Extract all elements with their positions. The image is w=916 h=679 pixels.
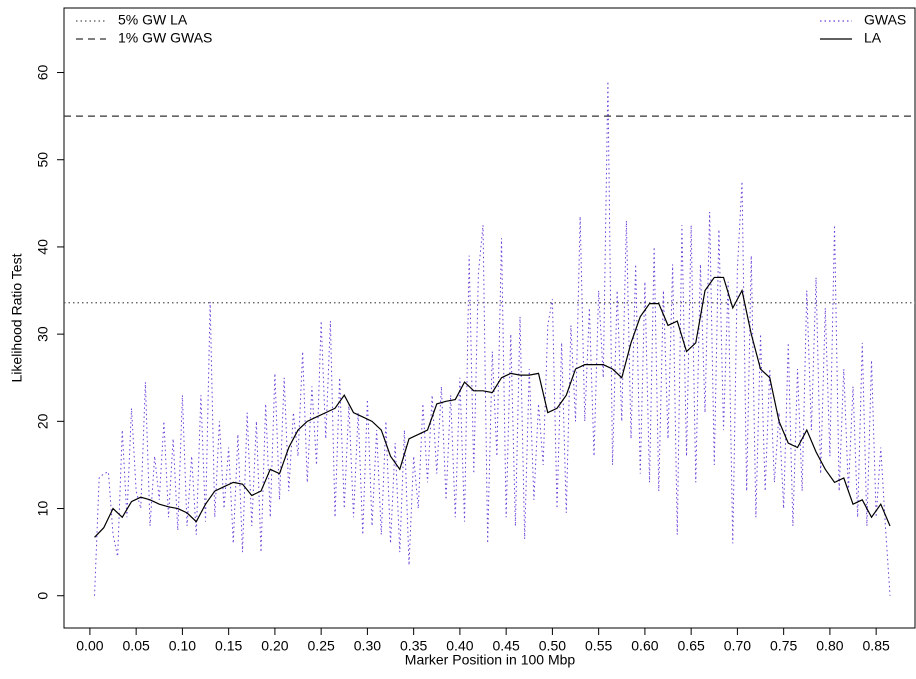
- x-tick-label: 0.00: [76, 638, 103, 654]
- x-tick-label: 0.25: [308, 638, 335, 654]
- legend-label: GWAS: [864, 12, 906, 28]
- y-tick-label: 50: [35, 152, 51, 168]
- series-line: [94, 81, 891, 596]
- y-tick-label: 40: [35, 239, 51, 255]
- legend-label: 5% GW LA: [118, 12, 188, 28]
- y-tick-label: 20: [35, 413, 51, 429]
- y-axis-label: Likelihood Ratio Test: [9, 253, 25, 382]
- series-line: [94, 276, 891, 538]
- x-tick-label: 0.85: [863, 638, 890, 654]
- legend-label: LA: [864, 30, 882, 46]
- x-tick-label: 0.50: [539, 638, 566, 654]
- x-tick-label: 0.80: [816, 638, 843, 654]
- x-tick-label: 0.55: [585, 638, 612, 654]
- x-tick-label: 0.70: [724, 638, 751, 654]
- x-tick-label: 0.20: [261, 638, 288, 654]
- x-tick-label: 0.05: [123, 638, 150, 654]
- y-tick-label: 10: [35, 501, 51, 517]
- y-tick-label: 30: [35, 326, 51, 342]
- x-tick-label: 0.15: [215, 638, 242, 654]
- x-tick-label: 0.60: [631, 638, 658, 654]
- x-axis-label: Marker Position in 100 Mbp: [405, 652, 576, 668]
- y-tick-label: 60: [35, 65, 51, 81]
- x-tick-label: 0.75: [770, 638, 797, 654]
- x-tick-label: 0.45: [493, 638, 520, 654]
- plot-frame: [63, 7, 916, 629]
- y-tick-label: 0: [35, 592, 51, 600]
- legend-label: 1% GW GWAS: [118, 30, 212, 46]
- x-tick-label: 0.10: [169, 638, 196, 654]
- x-tick-label: 0.40: [446, 638, 473, 654]
- x-tick-label: 0.65: [678, 638, 705, 654]
- x-tick-label: 0.30: [354, 638, 381, 654]
- x-tick-label: 0.35: [400, 638, 427, 654]
